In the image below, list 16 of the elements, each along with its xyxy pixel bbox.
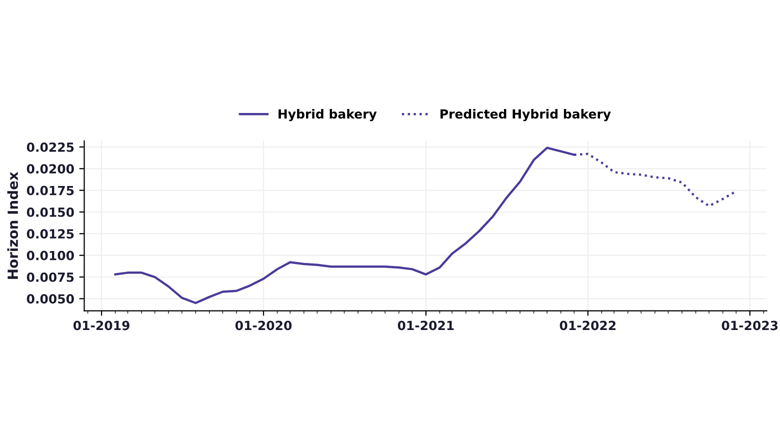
y-tick-label: 0.0150 xyxy=(26,207,74,217)
x-tick-label: 01-2022 xyxy=(560,320,616,330)
y-axis-title: Horizon Index xyxy=(7,172,18,279)
x-tick-label: 01-2020 xyxy=(235,320,292,330)
y-tick-label: 0.0050 xyxy=(26,294,74,304)
y-tick-label: 0.0100 xyxy=(26,250,74,260)
y-tick-label: 0.0075 xyxy=(26,272,74,282)
legend-label: Predicted Hybrid bakery xyxy=(440,108,611,122)
legend-label: Hybrid bakery xyxy=(278,108,377,122)
x-tick-label: 01-2023 xyxy=(722,320,778,330)
y-tick-label: 0.0225 xyxy=(26,142,74,152)
y-tick-label: 0.0125 xyxy=(26,229,74,239)
y-tick-label: 0.0175 xyxy=(26,186,74,196)
y-tick-label: 0.0200 xyxy=(26,164,74,174)
x-tick-label: 01-2019 xyxy=(73,320,130,330)
x-tick-label: 01-2021 xyxy=(398,320,454,330)
